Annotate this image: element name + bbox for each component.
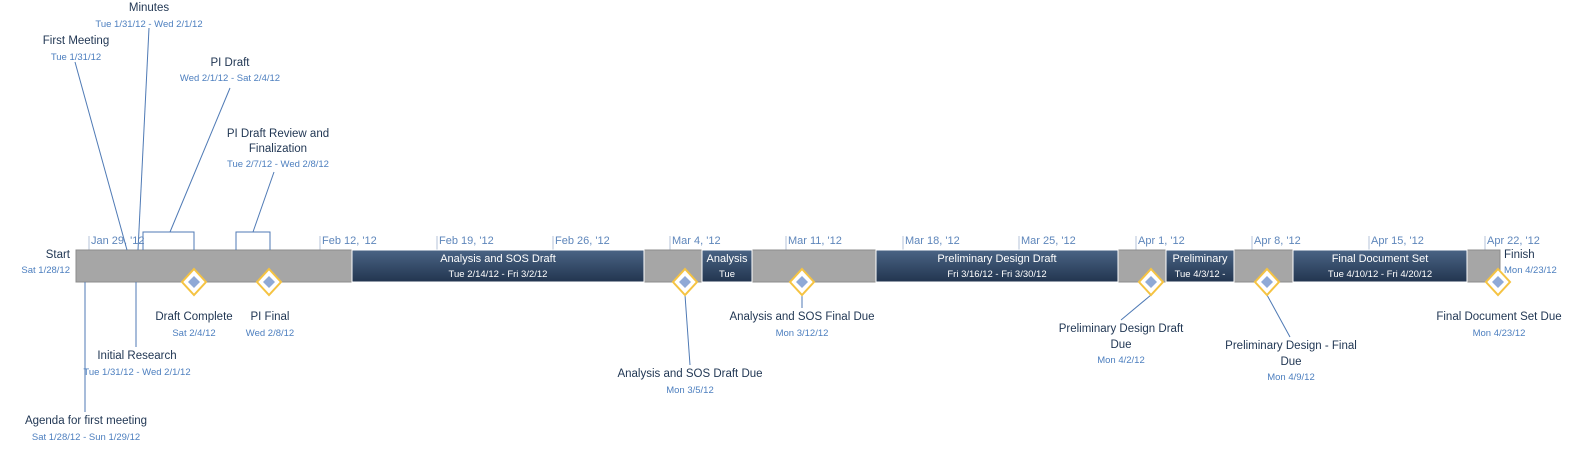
milestone-title: Analysis and SOS Final Due [729,311,874,323]
callout-title-line2: Finalization [249,143,307,155]
finish-date: Mon 4/23/12 [1504,265,1557,276]
diamond-icon-inner [263,276,275,288]
callout-first-meeting[interactable]: First Meeting Tue 1/31/12 [43,35,128,251]
tick-label: Feb 12, '12 [322,235,377,247]
task-bar-final-document-set[interactable]: Final Document Set Tue 4/10/12 - Fri 4/2… [1292,249,1468,283]
task-bar-dates: Tue 4/10/12 - Fri 4/20/12 [1328,269,1432,280]
milestone-date: Sat 2/4/12 [172,328,215,339]
task-bar-title: Preliminary [1172,253,1228,265]
milestone-draft-complete[interactable]: Draft Complete Sat 2/4/12 [155,267,233,339]
callout-title: First Meeting [43,35,109,47]
milestone-date: Mon 3/5/12 [666,385,714,396]
milestone-date: Mon 3/12/12 [776,328,829,339]
diamond-icon-inner [1492,276,1504,288]
milestone-date: Wed 2/8/12 [246,328,294,339]
milestone-title: Draft Complete [155,311,232,323]
task-bar-title: Analysis and SOS Draft [440,253,556,265]
task-bar-preliminary[interactable]: Preliminary Tue 4/3/12 - [1165,249,1235,283]
start-date: Sat 1/28/12 [21,265,70,276]
milestone-title: Preliminary Design Draft [1059,323,1184,335]
finish-marker: Finish Mon 4/23/12 [1504,249,1557,276]
callout-date: Tue 2/7/12 - Wed 2/8/12 [227,159,329,170]
milestone-title: Final Document Set Due [1436,311,1561,323]
callout-pi-draft-review[interactable]: PI Draft Review and Finalization Tue 2/7… [227,128,329,250]
callout-title: Minutes [129,2,170,14]
callouts-above: Minutes Tue 1/31/12 - Wed 2/1/12 First M… [43,2,329,251]
callout-title: PI Draft [211,57,251,69]
milestone-date: Mon 4/9/12 [1267,372,1315,383]
task-bar-dates: Fri 3/16/12 - Fri 3/30/12 [947,269,1046,280]
tick-label: Mar 11, '12 [788,235,842,247]
callout-date: Sat 1/28/12 - Sun 1/29/12 [32,432,140,443]
timescale: Jan 29, '12 Feb 12, '12 Feb 19, '12 Feb … [88,235,1540,250]
callout-date: Wed 2/1/12 - Sat 2/4/12 [180,73,280,84]
diamond-icon-inner [188,276,200,288]
callout-minutes[interactable]: Minutes Tue 1/31/12 - Wed 2/1/12 [95,2,203,251]
tick-label: Feb 26, '12 [555,235,610,247]
tick-label: Jan 29, '12 [91,235,144,247]
callout-bracket [142,231,195,250]
tick-label: Apr 8, '12 [1254,235,1301,247]
tick-label: Apr 1, '12 [1138,235,1185,247]
milestone-title-line2: Due [1280,356,1301,368]
milestone-connector [1266,294,1291,338]
diamond-icon-inner [679,276,691,288]
callout-connector [252,171,275,233]
callout-date: Tue 1/31/12 - Wed 2/1/12 [95,19,202,30]
callout-connector [74,61,128,251]
tick-label: Feb 19, '12 [439,235,494,247]
callouts-below: Initial Research Tue 1/31/12 - Wed 2/1/1… [25,282,191,443]
milestone-connector [684,294,691,366]
finish-label: Finish [1504,249,1535,261]
task-bar-title: Preliminary Design Draft [937,253,1056,265]
milestones: Draft Complete Sat 2/4/12 PI Final Wed 2… [155,267,1562,396]
milestone-analysis-sos-draft-due[interactable]: Analysis and SOS Draft Due Mon 3/5/12 [617,267,763,396]
callout-title: Agenda for first meeting [25,415,147,427]
task-bar-dates: Tue 2/14/12 - Fri 3/2/12 [449,269,548,280]
tick-label: Mar 18, '12 [905,235,960,247]
task-bar-title: Final Document Set [1332,253,1429,265]
milestone-final-document-set-due[interactable]: Final Document Set Due Mon 4/23/12 [1436,267,1562,339]
diamond-icon-inner [1145,276,1157,288]
task-bar-preliminary-design-draft[interactable]: Preliminary Design Draft Fri 3/16/12 - F… [875,249,1119,283]
task-bar-title: Analysis [707,253,748,265]
callout-pi-draft[interactable]: PI Draft Wed 2/1/12 - Sat 2/4/12 [142,57,280,250]
milestone-title: PI Final [251,311,290,323]
milestone-title-line2: Due [1110,339,1131,351]
callout-title: Initial Research [97,350,176,362]
callout-connector [169,87,231,233]
timeline-bar [75,249,1501,283]
callout-bracket [235,231,271,250]
callout-initial-research[interactable]: Initial Research Tue 1/31/12 - Wed 2/1/1… [83,282,191,378]
tick-label: Apr 22, '12 [1487,235,1540,247]
diamond-icon-inner [1261,276,1273,288]
milestone-preliminary-design-final-due[interactable]: Preliminary Design - Final Due Mon 4/9/1… [1225,267,1357,383]
milestone-date: Mon 4/23/12 [1473,328,1526,339]
milestone-preliminary-design-draft-due[interactable]: Preliminary Design Draft Due Mon 4/2/12 [1059,267,1184,366]
task-bar-dates: Tue 4/3/12 - [1175,269,1226,280]
milestone-date: Mon 4/2/12 [1097,355,1145,366]
milestone-analysis-sos-final-due[interactable]: Analysis and SOS Final Due Mon 3/12/12 [729,267,875,339]
task-bar-analysis-sos-draft[interactable]: Analysis and SOS Draft Tue 2/14/12 - Fri… [351,249,645,283]
milestone-pi-final[interactable]: PI Final Wed 2/8/12 [246,267,294,339]
tick-label: Mar 4, '12 [672,235,721,247]
task-bar-analysis[interactable]: Analysis Tue [701,249,753,283]
diamond-icon-inner [796,276,808,288]
milestone-title: Analysis and SOS Draft Due [617,368,762,380]
milestone-title: Preliminary Design - Final [1225,340,1357,352]
callout-date: Tue 1/31/12 [51,52,101,63]
callout-title: PI Draft Review and [227,128,329,140]
start-label: Start [46,249,71,261]
callout-date: Tue 1/31/12 - Wed 2/1/12 [83,367,190,378]
tick-label: Mar 25, '12 [1021,235,1076,247]
task-bars: Analysis and SOS Draft Tue 2/14/12 - Fri… [351,249,1468,283]
start-marker: Start Sat 1/28/12 [21,249,70,276]
task-bar-dates: Tue [719,269,735,280]
milestone-connector [1120,294,1152,321]
callout-connector [137,27,150,251]
tick-label: Apr 15, '12 [1371,235,1424,247]
callout-agenda-first-meeting[interactable]: Agenda for first meeting Sat 1/28/12 - S… [25,282,147,443]
